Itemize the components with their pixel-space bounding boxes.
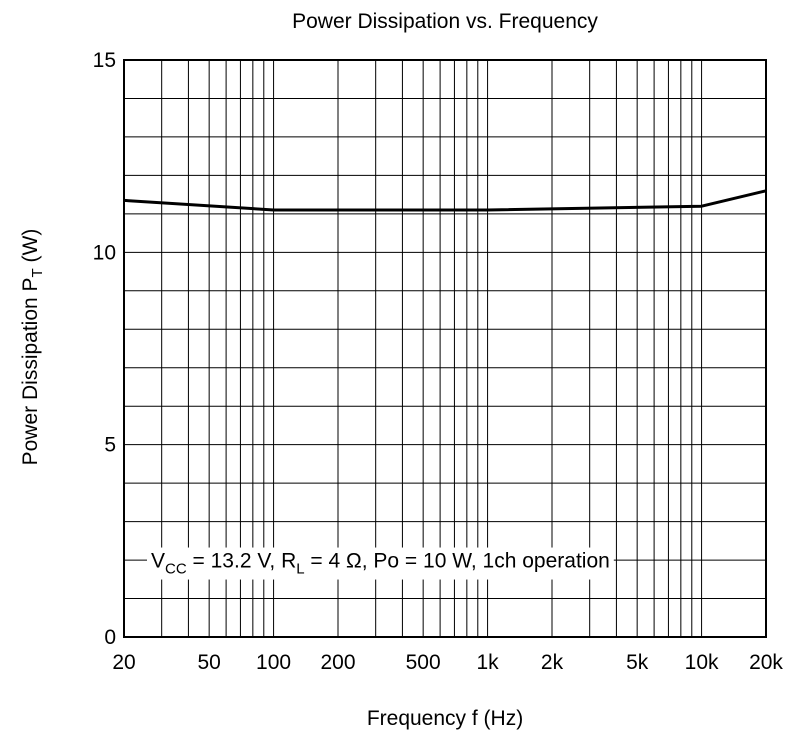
x-tick-label: 200	[320, 651, 355, 674]
annotation-subscript: L	[296, 561, 304, 578]
y-tick-label: 5	[104, 434, 116, 457]
annotation-text: = 4 Ω, Po = 10 W, 1ch operation	[305, 550, 610, 573]
x-tick-label: 50	[197, 651, 220, 674]
series-group	[123, 189, 767, 212]
x-tick-label: 20k	[749, 651, 783, 674]
x-tick-label: 500	[406, 651, 441, 674]
annotation-text: = 13.2 V, R	[187, 550, 297, 573]
annotation-text: V	[151, 550, 165, 573]
y-tick-labels: 0 5 10 15	[93, 49, 116, 649]
y-axis-label-main: Power Dissipation P	[19, 277, 42, 465]
x-tick-label: 100	[256, 651, 291, 674]
grid-lines	[124, 60, 766, 637]
x-tick-label: 2k	[541, 651, 564, 674]
plot-frame	[123, 59, 767, 638]
annotation-subscript: CC	[165, 561, 187, 578]
conditions-annotation: VCC = 13.2 V, RL = 4 Ω, Po = 10 W, 1ch o…	[151, 550, 610, 578]
y-tick-label: 0	[104, 626, 116, 649]
x-axis-label: Frequency f (Hz)	[367, 707, 523, 730]
y-axis-label: Power Dissipation PT (W)	[19, 229, 46, 466]
chart-title: Power Dissipation vs. Frequency	[292, 10, 598, 33]
x-tick-label: 10k	[685, 651, 719, 674]
y-tick-label: 10	[93, 241, 116, 264]
x-tick-label: 1k	[476, 651, 499, 674]
y-tick-label: 15	[93, 49, 116, 72]
series-line	[123, 189, 767, 212]
x-tick-label: 5k	[626, 651, 649, 674]
y-axis-label-unit: (W)	[19, 229, 42, 269]
annotation-background	[147, 547, 614, 580]
y-axis-label-subscript: T	[29, 268, 46, 277]
x-tick-labels: 20 50 100 200 500 1k 2k 5k 10k 20k	[112, 651, 783, 674]
x-tick-label: 20	[112, 651, 135, 674]
